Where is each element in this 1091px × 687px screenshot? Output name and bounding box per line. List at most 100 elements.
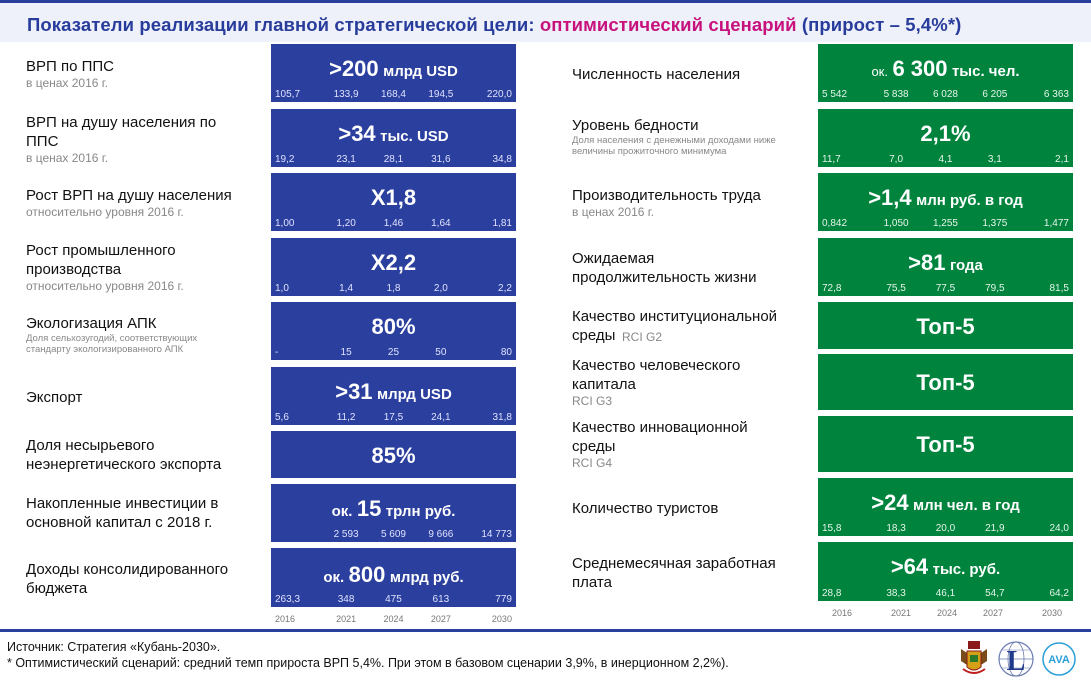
year-values: - 15 25 50 80: [275, 347, 512, 358]
headline: X2,2: [271, 250, 516, 276]
indicator-name: Численность населения: [572, 66, 741, 83]
value: 31,8: [492, 412, 512, 423]
indicator-label: Доля несырьевого неэнергетического экспо…: [26, 436, 256, 474]
indicator-label: Рост ВРП на душу населения относительно у…: [26, 186, 232, 219]
indicator-box: ок. 15 трлн руб. 2 593 5 609 9 666 14 773: [271, 484, 516, 542]
value: 105,7: [275, 89, 301, 100]
indicator-label: Доходы консолидированного бюджета: [26, 560, 261, 598]
value: 21,9: [985, 523, 1005, 534]
indicator-box: >1,4 млн руб. в год 0,842 1,050 1,255 1,375…: [818, 173, 1073, 231]
value: 77,5: [935, 283, 956, 294]
year-label: 2016: [832, 608, 853, 618]
headline: ок. 15 трлн руб.: [271, 496, 516, 522]
indicator-name: Производительность труда: [572, 187, 761, 204]
year-values: 1,0 1,4 1,8 2,0 2,2: [275, 283, 512, 294]
value: 20,0: [935, 523, 956, 534]
indicator-label: ВРП на душу населения по ППС в ценах 2016…: [26, 113, 266, 165]
indicator-name: Экспорт: [26, 389, 83, 406]
headline: >24 млн чел. в год: [818, 490, 1073, 516]
value: 80: [500, 347, 512, 358]
headline-unit: млрд USD: [383, 63, 458, 80]
headline: X1,8: [271, 185, 516, 211]
headline-unit: трлн руб.: [385, 503, 456, 520]
value: 1,4: [339, 283, 354, 294]
indicator-box: >200 млрд USD 105,7 133,9 168,4 194,5 220,0: [271, 44, 516, 102]
year-values: 5,6 11,2 17,5 24,1 31,8: [275, 412, 512, 423]
indicator-box: ок. 6 300 тыс. чел. 5 542 5 838 6 028 6 205…: [818, 44, 1073, 102]
value: 31,6: [431, 154, 451, 165]
year-values: 263,3 348 475 613 779: [275, 594, 512, 605]
year-axis-left: 2016 2021 2024 2027 2030: [275, 614, 512, 624]
value: 64,2: [1049, 588, 1069, 599]
indicator-label: Численность населения: [572, 65, 740, 84]
indicator-name: Ожидаемая продолжительность жизни: [572, 250, 757, 286]
value: 5 542: [822, 89, 848, 100]
headline-value: >24: [871, 490, 909, 515]
year-values: 0,842 1,050 1,255 1,375 1,477: [822, 218, 1069, 229]
value: 24,0: [1049, 523, 1069, 534]
indicator-name: Среднемесячная заработная плата: [572, 555, 776, 591]
headline-value: X2,2: [370, 250, 417, 275]
title-prefix: Показатели реализации главной стратегиче…: [27, 14, 540, 35]
indicator-name: Доля несырьевого неэнергетического экспо…: [26, 437, 222, 473]
value: 79,5: [985, 283, 1005, 294]
indicator-name: Количество туристов: [572, 500, 719, 517]
headline-unit: тыс. чел.: [951, 63, 1020, 80]
indicator-label: Качество человеческого капитала RCI G3: [572, 356, 812, 408]
value: 11,2: [336, 412, 356, 423]
value: 2,2: [498, 283, 512, 294]
indicator-box: >81 года 72,8 75,5 77,5 79,5 81,5: [818, 238, 1073, 296]
indicator-label: Качество институциональной среды RCI G2: [572, 307, 812, 345]
indicator-box: X2,2 1,0 1,4 1,8 2,0 2,2: [271, 238, 516, 296]
indicator-label: Экспорт: [26, 388, 82, 407]
indicator-name: Накопленные инвестиции в основной капита…: [26, 495, 219, 531]
title-suffix: (прирост – 5,4%*): [796, 14, 962, 35]
year-values: 5 542 5 838 6 028 6 205 6 363: [822, 89, 1069, 100]
value: 50: [435, 347, 447, 358]
indicator-box: X1,8 1,00 1,20 1,46 1,64 1,81: [271, 173, 516, 231]
value: 1,8: [386, 283, 401, 294]
headline: >64 тыс. руб.: [818, 554, 1073, 580]
value: 1,64: [431, 218, 451, 229]
ava-logo-text: AVA: [1048, 654, 1070, 666]
value: 220,0: [486, 89, 512, 100]
indicator-sub: в ценах 2016 г.: [26, 76, 109, 90]
year-values: 11,7 7,0 4,1 3,1 2,1: [822, 154, 1069, 165]
year-values: 72,8 75,5 77,5 79,5 81,5: [822, 283, 1069, 294]
value: 1,0: [275, 283, 289, 294]
year-values: 28,8 38,3 46,1 54,7 64,2: [822, 588, 1069, 599]
headline: ок. 800 млрд руб.: [271, 562, 516, 588]
headline-value: >200: [329, 56, 379, 81]
headline-value: >1,4: [868, 185, 912, 210]
value: 18,3: [886, 523, 906, 534]
indicator-box: Топ-5: [818, 302, 1073, 349]
value: 28,8: [822, 588, 842, 599]
headline: >200 млрд USD: [271, 56, 516, 82]
indicator-box: >31 млрд USD 5,6 11,2 17,5 24,1 31,8: [271, 367, 516, 425]
value: 14 773: [481, 529, 512, 540]
logos: L AVA: [957, 639, 1077, 679]
headline-value: Топ-5: [916, 370, 975, 395]
indicator-sub: в ценах 2016 г.: [572, 205, 655, 219]
headline-value: >81: [908, 250, 946, 275]
indicator-name: Рост ВРП на душу населения: [26, 187, 232, 204]
headline-value: Топ-5: [916, 432, 975, 457]
year-label: 2016: [275, 614, 296, 624]
year-label: 2030: [1041, 608, 1062, 618]
value: 7,0: [889, 154, 904, 165]
year-label: 2030: [491, 614, 512, 624]
indicator-name: Экологизация АПК: [26, 315, 157, 332]
value: 46,1: [935, 588, 956, 599]
indicator-box: >34 тыс. USD 19,2 23,1 28,1 31,6 34,8: [271, 109, 516, 167]
value: 38,3: [886, 588, 906, 599]
headline-value: 6 300: [892, 56, 948, 81]
headline: >34 тыс. USD: [271, 121, 516, 147]
indicator-box: Топ-5: [818, 416, 1073, 472]
header-top-line: [0, 0, 1091, 3]
globe-L-logo: L: [998, 641, 1034, 677]
indicator-sub: в ценах 2016 г.: [26, 151, 109, 165]
headline-prefix: ок.: [871, 64, 888, 79]
indicator-name: Качество институциональной среды: [572, 308, 778, 344]
year-label: 2027: [982, 608, 1004, 618]
indicator-sub: Доля населения с денежными доходами ниже…: [572, 135, 776, 157]
